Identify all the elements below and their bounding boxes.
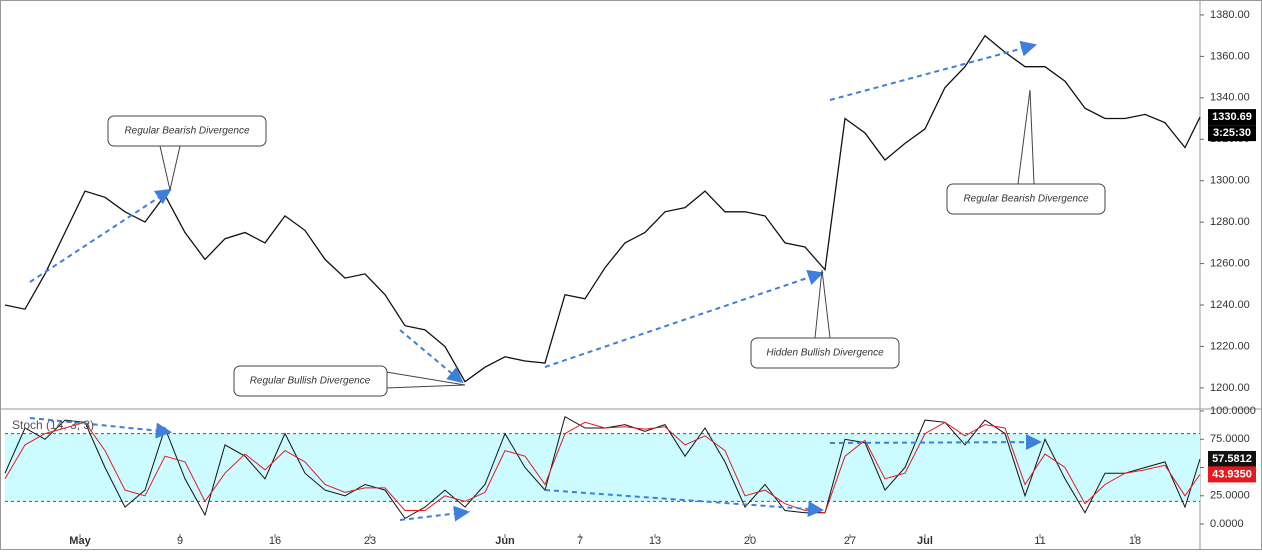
x-tick-label: 23	[364, 535, 376, 547]
x-tick-label: May	[69, 535, 91, 547]
x-tick-label: 9	[177, 535, 183, 547]
y-tick-label: 1300.00	[1210, 175, 1250, 187]
last-price-bg	[1208, 109, 1256, 126]
last-value-bg	[1208, 466, 1256, 483]
y-tick-label: 0.0000	[1210, 518, 1244, 530]
last-value: 57.5812	[1212, 453, 1252, 465]
callout: Regular Bullish Divergence	[233, 365, 466, 397]
y-tick-label: 1220.00	[1210, 340, 1250, 352]
band	[5, 433, 1200, 502]
y-tick-label: 1260.00	[1210, 257, 1250, 269]
y-tick-label: 1380.00	[1210, 9, 1250, 21]
x-tick-label: 7	[577, 535, 583, 547]
x-tick-label: 16	[269, 535, 281, 547]
callout-text: Regular Bearish Divergence	[963, 194, 1089, 205]
y-tick-label: 1340.00	[1210, 92, 1250, 104]
arrow	[399, 505, 470, 522]
x-tick-label: 27	[844, 535, 856, 547]
y-tick-label: 1200.00	[1210, 382, 1250, 394]
y-tick-label: 1360.00	[1210, 50, 1250, 62]
arrow	[399, 329, 464, 384]
y-tick-label: 25.0000	[1210, 490, 1250, 502]
last-price: 1330.69	[1212, 111, 1252, 123]
callout: Hidden Bullish Divergence	[750, 269, 900, 369]
x-tick-label: 18	[1129, 535, 1141, 547]
callout-text: Regular Bullish Divergence	[250, 376, 371, 387]
x-tick-label: Jun	[495, 535, 515, 547]
last-value: 43.9350	[1212, 468, 1252, 480]
callout: Regular Bearish Divergence	[107, 115, 267, 191]
y-tick-label: 75.0000	[1210, 433, 1250, 445]
arrow	[544, 269, 824, 368]
y-tick-label: 100.0000	[1210, 405, 1256, 417]
y-tick-label: 1240.00	[1210, 299, 1250, 311]
pane-title: Stoch (14, 3, 3)	[12, 418, 94, 432]
callout: Regular Bearish Divergence	[946, 89, 1106, 215]
series-line	[4, 421, 1201, 514]
last-value-bg	[1208, 450, 1256, 467]
arrow	[544, 489, 824, 517]
divergence-lines	[29, 40, 1042, 522]
arrow	[829, 434, 1042, 451]
arrow	[29, 188, 172, 283]
x-tick-label: 11	[1034, 535, 1045, 547]
countdown-bg	[1208, 125, 1256, 142]
callout-text: Hidden Bullish Divergence	[766, 348, 884, 359]
x-tick-label: Jul	[917, 535, 933, 547]
callout-text: Regular Bearish Divergence	[124, 126, 250, 137]
countdown: 3:25:30	[1213, 127, 1251, 139]
x-tick-label: 20	[744, 535, 756, 547]
arrow	[29, 417, 172, 439]
y-tick-label: 1280.00	[1210, 216, 1250, 228]
x-tick-label: 13	[649, 535, 661, 547]
